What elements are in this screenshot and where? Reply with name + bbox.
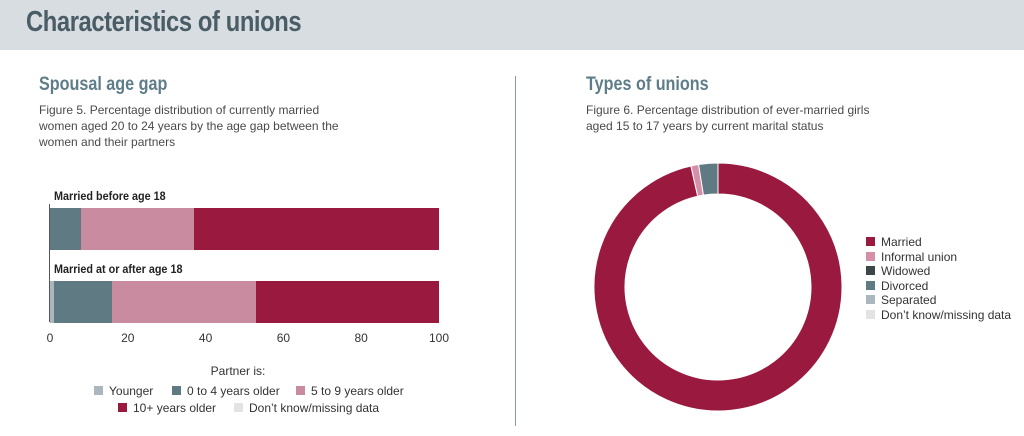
legend-swatch (866, 280, 875, 290)
figure5-caption-line: women and their partners (39, 135, 176, 149)
donut-slice (593, 162, 843, 412)
page-title: Characteristics of unions (26, 6, 302, 38)
bar-segment (50, 208, 82, 250)
x-tick-label: 60 (276, 331, 291, 345)
legend-swatch (866, 309, 875, 319)
legend-swatch (94, 386, 103, 395)
figure6-caption: Figure 6. Percentage distribution of eve… (586, 102, 869, 134)
bar-label-before-18: Married before age 18 (54, 189, 166, 203)
bar-segment (50, 281, 54, 323)
figure5-caption: Figure 5. Percentage distribution of cur… (39, 102, 339, 150)
legend-item: Married (866, 235, 922, 249)
figure6-caption-line: Figure 6. Percentage distribution of eve… (586, 103, 870, 117)
x-tick-label: 80 (354, 331, 368, 345)
figure5-caption-line: Figure 5. Percentage distribution of cur… (39, 103, 320, 117)
bar-segment (53, 281, 113, 323)
bar-segment (256, 281, 439, 323)
legend-label: Married (881, 235, 922, 249)
union-type-donut-chart (593, 162, 843, 412)
x-tick-label: 0 (46, 331, 54, 345)
legend-label: Divorced (881, 278, 929, 293)
legend-item: Younger (94, 384, 153, 398)
legend-label: 5 to 9 years older (311, 384, 404, 398)
legend-item: Don’t know/missing data (234, 401, 379, 415)
legend-item: Widowed (866, 264, 930, 278)
legend-item: 5 to 9 years older (296, 384, 404, 398)
y-axis-line (49, 204, 50, 322)
legend-label: 10+ years older (133, 401, 217, 415)
legend-title: Partner is: (210, 364, 266, 378)
legend-swatch (866, 266, 875, 275)
legend-swatch (866, 237, 875, 246)
header-banner: Characteristics of unions (0, 0, 1024, 50)
legend-swatch (118, 403, 127, 412)
legend-label: Don’t know/missing data (249, 401, 380, 415)
panel-divider (515, 76, 516, 426)
legend-item: Informal union (866, 250, 957, 264)
section-title-unions: Types of unions (586, 74, 709, 95)
legend-label: 0 to 4 years older (187, 384, 280, 398)
x-tick-label: 40 (198, 331, 213, 345)
donut-slice (698, 162, 719, 196)
x-tick-label: 100 (428, 331, 450, 345)
legend-swatch (866, 295, 875, 304)
legend-swatch (172, 386, 181, 395)
legend-swatch (866, 251, 875, 261)
figure5-caption-line: women aged 20 to 24 years by the age gap… (39, 119, 339, 133)
legend-item: Separated (866, 293, 936, 307)
bar-segment (112, 281, 257, 323)
legend-item: 0 to 4 years older (172, 384, 280, 398)
bar-label-after-18: Married at or after age 18 (54, 262, 183, 276)
legend-label: Don’t know/missing data (881, 307, 1012, 322)
legend-item: 10+ years older (118, 401, 216, 415)
figure6-caption-line: aged 15 to 17 years by current marital s… (586, 119, 824, 133)
legend-label: Informal union (881, 249, 958, 264)
legend-swatch (234, 403, 243, 412)
legend-label: Younger (109, 384, 154, 398)
legend-item: Divorced (866, 279, 928, 293)
bar-segment (81, 208, 194, 250)
x-tick-label: 20 (121, 331, 135, 345)
legend-item: Don’t know/missing data (866, 308, 1011, 322)
bar-segment (193, 208, 439, 250)
legend-swatch (296, 386, 305, 395)
legend-label: Separated (881, 293, 937, 307)
section-title-age-gap: Spousal age gap (39, 74, 168, 95)
legend-label: Widowed (881, 264, 931, 278)
